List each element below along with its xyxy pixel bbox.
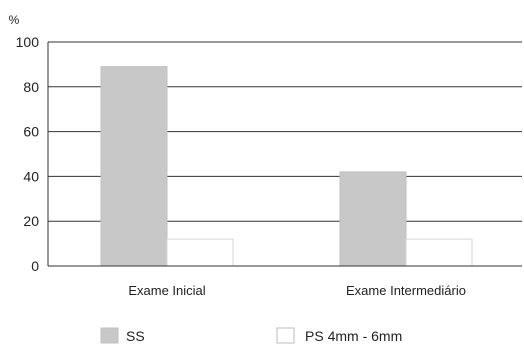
legend: SS PS 4mm - 6mm: [100, 327, 402, 344]
y-tick-labels: 0 20 40 60 80 100: [16, 34, 40, 274]
y-tick-label-80: 80: [23, 79, 39, 95]
y-axis-label: %: [9, 13, 20, 27]
y-tick-label-100: 100: [16, 34, 40, 50]
y-tick-label-0: 0: [31, 258, 39, 274]
bars: [100, 66, 473, 267]
y-tick-label-40: 40: [23, 168, 39, 184]
bar-ss-0: [100, 66, 168, 267]
legend-label-ps: PS 4mm - 6mm: [305, 328, 402, 344]
x-category-label-0: Exame Inicial: [128, 283, 205, 298]
x-category-labels: Exame Inicial Exame Intermediário: [128, 283, 466, 298]
x-category-label-1: Exame Intermediário: [346, 283, 466, 298]
y-tick-label-60: 60: [23, 124, 39, 140]
axes: [47, 42, 522, 267]
bar-ps-0: [166, 238, 234, 267]
bar-ss-1: [339, 171, 407, 267]
legend-label-ss: SS: [126, 328, 145, 344]
legend-swatch-ps: [276, 327, 295, 344]
bar-ps-1: [405, 238, 473, 267]
y-tick-label-20: 20: [23, 213, 39, 229]
legend-swatch-ss: [100, 327, 119, 344]
